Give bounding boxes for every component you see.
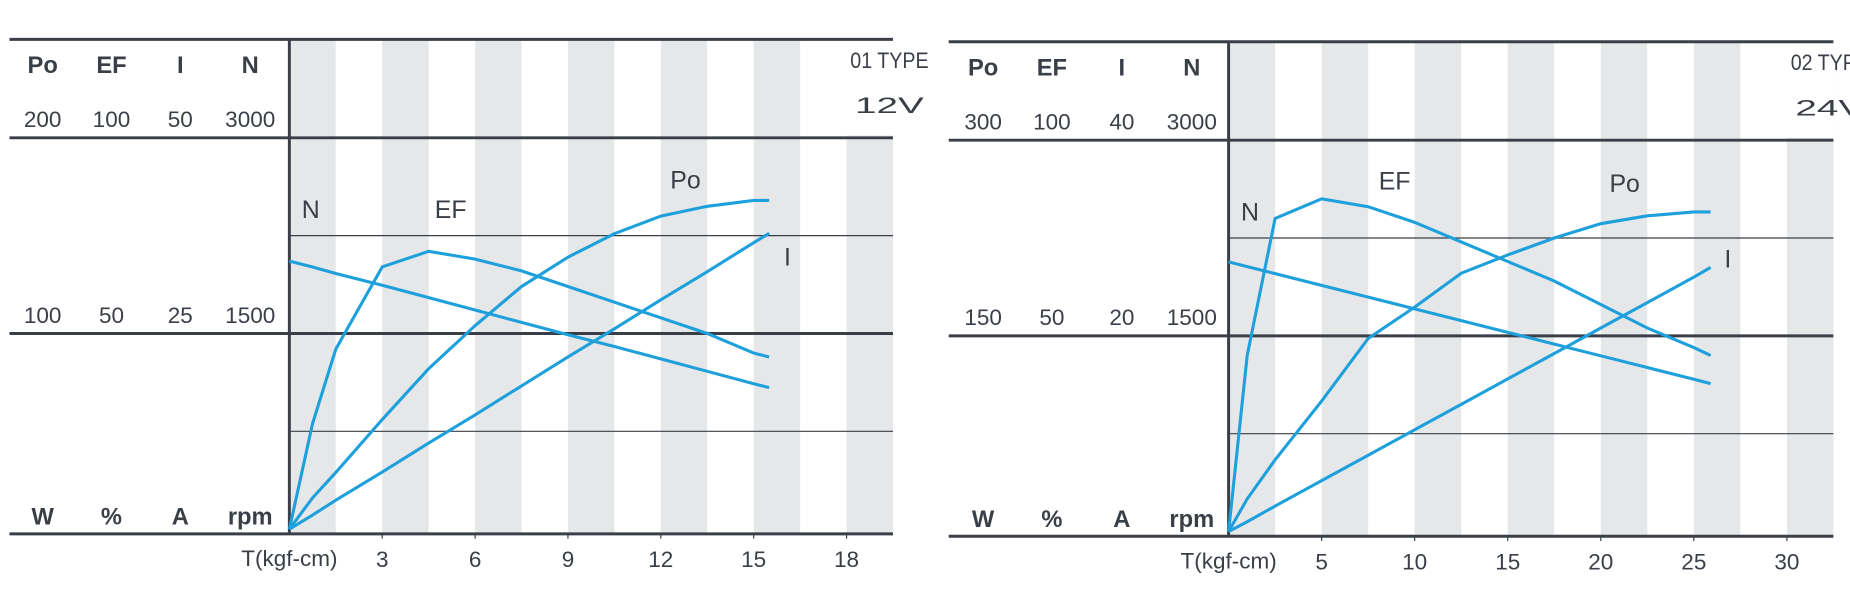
y-tick-label: 50	[168, 107, 193, 132]
y-tick-label: 3000	[1167, 110, 1217, 135]
scale-name: I	[1119, 55, 1126, 81]
series-label: Po	[1609, 170, 1639, 198]
y-tick-label: 150	[964, 305, 1002, 330]
series-line	[288, 198, 770, 531]
x-axis-label: T(kgf-cm)	[241, 546, 337, 571]
chart-title: 02 TYPE	[1791, 50, 1850, 75]
y-tick-label: 1500	[1167, 305, 1217, 330]
series-label: EF	[435, 196, 467, 224]
series-line	[1227, 210, 1711, 533]
y-tick-label: 40	[1109, 110, 1134, 135]
series-line	[1227, 266, 1712, 533]
y-tick-label: 50	[1039, 305, 1064, 330]
chart-title: 01 TYPE	[850, 48, 928, 73]
y-tick-label: 1500	[225, 303, 275, 328]
x-tick-label: 30	[1774, 550, 1799, 575]
x-tick-label: 10	[1402, 550, 1427, 575]
scale-unit: W	[972, 507, 995, 533]
series-label: N	[1241, 198, 1259, 226]
scale-unit: rpm	[1169, 507, 1214, 533]
x-tick-label: 25	[1681, 550, 1706, 575]
x-tick-label: 12	[648, 547, 673, 572]
chart-subtitle: 24V	[1795, 95, 1850, 120]
x-tick-label: 3	[376, 547, 389, 572]
x-tick-label: 18	[834, 547, 859, 572]
series-label: EF	[1379, 167, 1411, 195]
series-label: N	[302, 196, 320, 224]
title-box	[1742, 42, 1834, 138]
scale-unit: W	[32, 505, 55, 531]
scale-name: EF	[96, 53, 126, 79]
scale-unit: A	[1113, 507, 1130, 533]
series-label: I	[784, 243, 791, 271]
stripe	[1693, 41, 1741, 537]
x-tick-label: 15	[1495, 550, 1520, 575]
scale-unit: %	[1041, 507, 1062, 533]
x-tick-label: 5	[1315, 550, 1328, 575]
y-tick-label: 200	[24, 107, 62, 132]
y-tick-label: 3000	[225, 107, 275, 132]
y-tick-label: 25	[168, 303, 193, 328]
stripe	[753, 39, 801, 534]
scale-name: Po	[28, 53, 58, 79]
series-line	[287, 249, 770, 530]
stripe	[475, 39, 522, 534]
title-box	[801, 40, 893, 136]
x-tick-label: 6	[469, 547, 482, 572]
stripe	[289, 39, 336, 534]
stripe	[1600, 41, 1648, 537]
series-line	[1228, 260, 1711, 386]
series-line	[1227, 197, 1712, 532]
stripe	[1321, 41, 1369, 537]
scale-unit: rpm	[228, 505, 273, 531]
x-tick-label: 15	[741, 547, 766, 572]
scale-name: N	[1183, 55, 1200, 81]
series-line	[288, 259, 770, 390]
stripe	[567, 39, 615, 534]
chart-subtitle: 12V	[855, 93, 924, 118]
y-tick-label: 100	[93, 107, 131, 132]
y-tick-label: 50	[99, 303, 124, 328]
scale-unit: A	[172, 505, 189, 531]
scale-name: N	[242, 53, 259, 79]
series-label: Po	[670, 166, 700, 194]
stripe	[1507, 41, 1555, 537]
scale-name: I	[177, 53, 184, 79]
series-line	[288, 231, 770, 531]
y-tick-label: 100	[1033, 110, 1071, 135]
x-axis-label: T(kgf-cm)	[1180, 548, 1276, 573]
y-tick-label: 300	[964, 110, 1002, 135]
scale-name: EF	[1037, 55, 1067, 81]
x-tick-label: 20	[1588, 550, 1613, 575]
y-tick-label: 20	[1109, 305, 1134, 330]
scale-name: Po	[968, 55, 998, 81]
series-label: I	[1724, 246, 1731, 274]
scale-unit: %	[101, 505, 122, 531]
y-tick-label: 100	[24, 303, 62, 328]
x-tick-label: 9	[562, 547, 575, 572]
